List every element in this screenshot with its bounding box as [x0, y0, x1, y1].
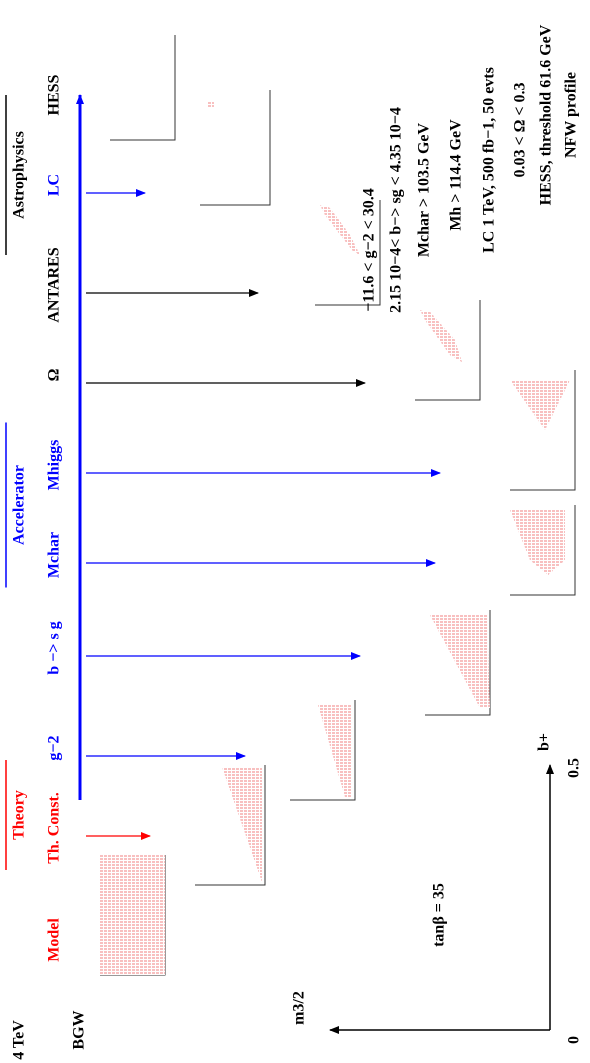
allowed-region	[510, 380, 570, 430]
plot-frame	[110, 35, 176, 141]
stage-label: g−2	[46, 735, 63, 760]
allowed-region	[100, 855, 165, 975]
cut-label: 2.15 10−4< b−> sg < 4.35 10−4	[388, 107, 405, 313]
stage-label: LC	[46, 174, 63, 196]
stage-label: Ω	[46, 368, 63, 381]
x-axis-label: b+	[536, 733, 553, 751]
stage-label: ANTARES	[46, 247, 63, 322]
axis-origin: 0	[566, 1036, 583, 1044]
stage-label: HESS	[46, 74, 63, 115]
model-name: BGW	[71, 1010, 88, 1049]
section-header: Accelerator	[11, 465, 28, 545]
plot-frame	[510, 505, 576, 596]
section-header: Theory	[11, 790, 28, 840]
x-axis-max: 0.5	[566, 758, 583, 778]
plot-frame	[200, 90, 271, 206]
stage-label: Mhiggs	[46, 440, 63, 491]
stage-label: Mchar	[46, 532, 63, 578]
y-axis-max: 4 TeV	[11, 1020, 28, 1060]
allowed-region	[320, 205, 360, 255]
allowed-region	[208, 102, 214, 108]
cut-label: Mh > 114.4 GeV	[448, 119, 465, 231]
y-axis-label: m3/2	[291, 991, 308, 1025]
allowed-region	[222, 767, 262, 882]
cut-label: NFW profile	[563, 72, 580, 158]
section-header: Astrophysics	[11, 131, 28, 219]
stage-label: b −> s g	[46, 621, 63, 674]
plot-frame	[415, 300, 481, 401]
plot-frame	[315, 200, 381, 306]
cut-label: −11.6 < g−2 < 30.4	[361, 188, 378, 312]
allowed-region	[510, 510, 565, 575]
plot-frame	[195, 765, 266, 886]
cut-label: LC 1 TeV, 500 fb−1, 50 evts	[481, 67, 498, 253]
parameter-label: tanβ = 35	[431, 883, 448, 947]
plot-frame	[510, 370, 576, 491]
plot-frame	[425, 610, 491, 716]
plot-frame	[290, 700, 356, 801]
stage-label: Th. Const.	[46, 792, 63, 864]
cut-label: HESS, threshold 61.6 GeV	[538, 24, 555, 205]
allowed-region	[420, 310, 462, 362]
allowed-region	[318, 705, 352, 797]
allowed-region	[430, 615, 490, 708]
cut-label: Mchar > 103.5 GeV	[416, 122, 433, 257]
cut-label: 0.03 < Ω < 0.3	[512, 82, 529, 177]
stage-label: Model	[46, 918, 63, 962]
